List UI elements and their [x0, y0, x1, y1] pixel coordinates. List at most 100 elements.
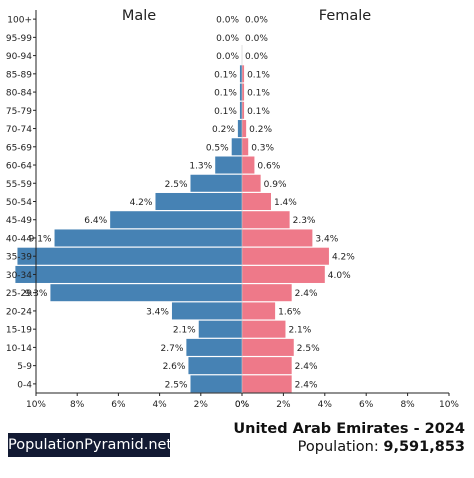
male-label-0-4: 2.5% [165, 380, 188, 390]
female-label-90-94: 0.0% [245, 52, 268, 62]
population-line: Population: 9,591,853 [298, 439, 465, 455]
male-series-title: Male [122, 8, 156, 24]
axes: 0-4 5-9 10-14 15-19 20-24 25-29 30-34 35-39 40-4… [6, 10, 459, 410]
age-tick-35-39: 35-39 [6, 253, 32, 263]
population-value: 9,591,853 [383, 439, 465, 455]
female-label-0-4: 2.4% [295, 380, 318, 390]
x-tick-label-right-3: 6% [359, 400, 374, 410]
male-bar-25-29 [50, 284, 242, 302]
female-label-95-99: 0.0% [245, 34, 268, 44]
male-bar-5-9 [188, 357, 242, 375]
male-bar-35-39 [17, 247, 243, 265]
male-bar-40-44 [54, 229, 242, 247]
female-label-50-54: 1.4% [274, 198, 297, 208]
age-tick-70-74: 70-74 [6, 125, 32, 135]
male-label-90-94: 0.0% [216, 52, 239, 62]
female-bar-20-24 [242, 302, 276, 320]
male-label-95-99: 0.0% [216, 34, 239, 44]
x-tick-label-left-3: 4% [152, 400, 167, 410]
population-label: Population: [297, 439, 379, 455]
age-tick-20-24: 20-24 [6, 307, 32, 317]
male-bar-45-49 [110, 211, 242, 229]
female-label-20-24: 1.6% [278, 307, 301, 317]
female-label-100+: 0.0% [245, 16, 268, 26]
female-label-85-89: 0.1% [247, 70, 270, 80]
age-tick-40-44: 40-44 [6, 234, 32, 244]
female-series-title: Female [319, 8, 372, 24]
male-label-85-89: 0.1% [214, 70, 237, 80]
male-label-50-54: 4.2% [130, 198, 153, 208]
male-bar-65-69 [231, 138, 242, 156]
brand-logo[interactable]: PopulationPyramid.net [8, 433, 172, 457]
female-label-80-84: 0.1% [247, 89, 270, 99]
male-bar-55-59 [190, 174, 242, 192]
age-tick-75-79: 75-79 [6, 107, 32, 117]
male-label-80-84: 0.1% [214, 89, 237, 99]
male-label-15-19: 2.1% [173, 326, 196, 336]
male-label-65-69: 0.5% [206, 143, 229, 153]
population-pyramid-chart: 0-4 5-9 10-14 15-19 20-24 25-29 30-34 35-39 40-4… [6, 8, 460, 410]
female-bars [242, 65, 329, 393]
x-tick-label-left-0: 10% [26, 400, 46, 410]
age-tick-25-29: 25-29 [6, 289, 32, 299]
age-tick-85-89: 85-89 [6, 70, 32, 80]
x-tick-label-right-0: 0% [235, 400, 250, 410]
male-bar-80-84 [239, 83, 242, 101]
age-tick-15-19: 15-19 [6, 326, 32, 336]
female-bar-15-19 [242, 320, 286, 338]
female-bar-80-84 [242, 83, 245, 101]
male-label-60-64: 1.3% [189, 162, 212, 172]
female-label-70-74: 0.2% [249, 125, 272, 135]
female-bar-60-64 [242, 156, 255, 174]
female-bar-45-49 [242, 211, 290, 229]
male-label-20-24: 3.4% [146, 307, 169, 317]
female-bar-50-54 [242, 192, 271, 211]
x-tick-label-left-4: 2% [194, 400, 209, 410]
x-tick-label-left-2: 6% [111, 400, 126, 410]
age-tick-50-54: 50-54 [6, 198, 32, 208]
female-label-10-14: 2.5% [297, 344, 320, 354]
male-bar-20-24 [171, 302, 242, 320]
female-label-60-64: 0.6% [257, 162, 280, 172]
female-bar-0-4 [242, 375, 292, 393]
x-tick-label-right-4: 8% [400, 400, 415, 410]
female-label-15-19: 2.1% [288, 326, 311, 336]
female-bar-25-29 [242, 284, 292, 302]
x-tick-label-left-1: 8% [70, 400, 85, 410]
male-label-25-29: 9.3% [25, 289, 48, 299]
female-label-75-79: 0.1% [247, 107, 270, 117]
age-tick-60-64: 60-64 [6, 162, 32, 172]
male-bar-70-74 [237, 120, 242, 138]
x-tick-label-right-2: 4% [318, 400, 333, 410]
female-label-35-39: 4.2% [332, 253, 355, 263]
female-label-30-34: 4.0% [328, 271, 351, 281]
female-label-65-69: 0.3% [251, 143, 274, 153]
age-tick-100+: 100+ [7, 16, 32, 26]
male-bar-85-89 [239, 65, 242, 83]
age-tick-30-34: 30-34 [6, 271, 32, 281]
age-tick-65-69: 65-69 [6, 143, 32, 153]
male-bar-30-34 [15, 265, 243, 283]
male-bar-60-64 [215, 156, 242, 174]
female-label-45-49: 2.3% [293, 216, 316, 226]
female-bar-55-59 [242, 174, 261, 192]
age-tick-0-4: 0-4 [17, 380, 32, 390]
age-tick-5-9: 5-9 [17, 362, 32, 372]
male-label-70-74: 0.2% [212, 125, 235, 135]
female-bar-75-79 [242, 101, 245, 119]
male-bars [15, 65, 243, 393]
female-bar-40-44 [242, 229, 313, 247]
x-tick-label-right-1: 2% [276, 400, 291, 410]
female-label-40-44: 3.4% [315, 234, 338, 244]
female-bar-35-39 [242, 247, 329, 265]
female-label-25-29: 2.4% [295, 289, 318, 299]
country-title: United Arab Emirates - 2024 [233, 421, 465, 437]
male-label-100+: 0.0% [216, 16, 239, 26]
male-label-10-14: 2.7% [161, 344, 184, 354]
female-bar-10-14 [242, 338, 294, 356]
male-bar-75-79 [239, 101, 242, 119]
x-tick-label-left-5: 0% [235, 400, 250, 410]
male-bar-0-4 [190, 375, 242, 393]
female-bar-5-9 [242, 357, 292, 375]
male-bar-50-54 [155, 192, 242, 211]
